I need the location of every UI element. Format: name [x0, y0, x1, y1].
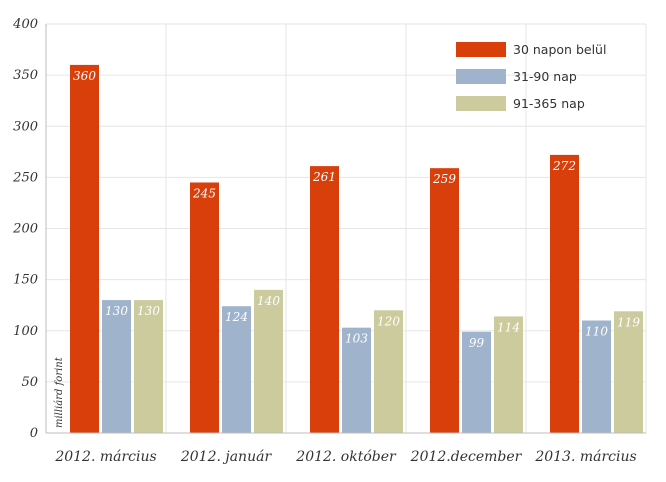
legend-swatch — [456, 69, 506, 84]
data-label: 124 — [225, 310, 248, 324]
data-label: 140 — [257, 294, 280, 308]
legend-swatch — [456, 96, 506, 111]
data-label: 120 — [377, 314, 400, 328]
bar — [342, 327, 371, 433]
data-label: 103 — [345, 332, 368, 346]
data-label: 245 — [192, 186, 216, 200]
bar — [550, 154, 579, 433]
bar — [70, 64, 99, 434]
y-tick-label: 400 — [12, 17, 38, 32]
bar — [614, 311, 643, 433]
axes: 0 50 100 150 200 250 300 350 400 2012. március 201… — [12, 17, 646, 465]
data-label: 259 — [432, 172, 456, 186]
grid-lines — [45, 23, 647, 433]
bar — [254, 289, 283, 433]
legend: 30 napon belül 31-90 nap 91-365 nap — [456, 42, 606, 111]
data-label: 114 — [497, 320, 520, 334]
x-tick-label: 2013. március — [534, 449, 636, 465]
y-tick-label: 50 — [21, 375, 38, 390]
y-tick-label: 150 — [13, 273, 38, 288]
x-tick-label: 2012. január — [180, 449, 273, 465]
data-label: 110 — [585, 325, 608, 339]
data-label: 130 — [105, 304, 128, 318]
bar — [430, 168, 459, 434]
bar — [102, 300, 131, 433]
y-axis-label: milliárd forint — [54, 356, 65, 428]
data-label: 130 — [137, 304, 160, 318]
x-tick-label: 2012. október — [295, 449, 397, 465]
y-tick-label: 100 — [13, 324, 38, 339]
bar — [134, 300, 163, 433]
data-label: 360 — [73, 69, 96, 83]
y-tick-label: 350 — [13, 68, 38, 83]
bar — [222, 306, 251, 433]
data-label: 272 — [552, 159, 576, 173]
bar — [190, 182, 219, 433]
bar — [374, 310, 403, 433]
bars: 360 130 130 245 124 140 261 103 120 259 99 114 272 11… — [70, 64, 643, 434]
data-label: 119 — [617, 315, 640, 329]
x-tick-label: 2012. március — [54, 449, 156, 465]
data-label: 261 — [312, 170, 336, 184]
legend-label: 91-365 nap — [513, 96, 585, 111]
legend-label: 30 napon belül — [513, 42, 606, 57]
y-tick-label: 200 — [12, 222, 38, 237]
bar — [462, 331, 491, 433]
bar — [582, 320, 611, 433]
bar — [494, 316, 523, 433]
legend-swatch — [456, 42, 506, 57]
y-tick-label: 300 — [13, 119, 38, 134]
legend-label: 31-90 nap — [513, 69, 577, 84]
y-tick-label: 0 — [30, 426, 38, 441]
data-label: 99 — [469, 336, 485, 350]
x-tick-label: 2012.december — [410, 449, 523, 465]
y-tick-label: 250 — [12, 170, 38, 185]
bar — [310, 166, 339, 433]
